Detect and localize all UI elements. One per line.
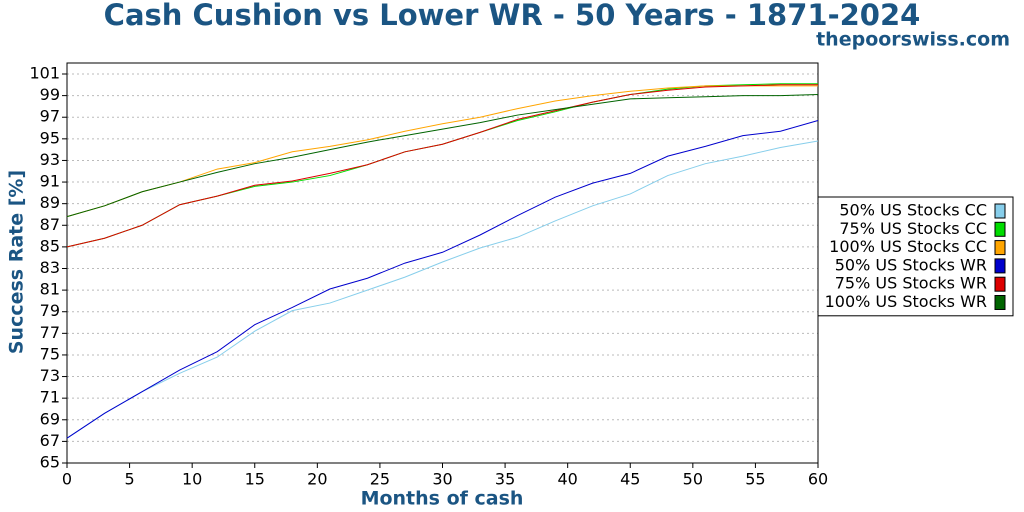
series-line: [66, 140, 819, 439]
legend-label: 75% US Stocks WR: [835, 274, 987, 293]
y-tick-label: 79: [40, 301, 60, 320]
legend-box: [817, 196, 1014, 317]
chart-title: Cash Cushion vs Lower WR - 50 Years - 18…: [104, 0, 921, 32]
chart-subtitle: thepoorswiss.com: [816, 29, 1010, 51]
series-line: [66, 94, 819, 218]
y-tick-label: 87: [40, 215, 60, 234]
legend-label: 75% US Stocks CC: [839, 219, 987, 238]
legend-swatch: [994, 221, 1006, 237]
y-tick-label: 69: [40, 409, 60, 428]
x-tick-label: 30: [432, 470, 452, 489]
legend-label: 100% US Stocks CC: [829, 237, 987, 256]
legend-swatch: [994, 240, 1006, 256]
x-tick-label: 50: [683, 470, 703, 489]
series-line: [66, 84, 818, 248]
series-line: [66, 85, 818, 218]
x-tick-label: 35: [495, 470, 515, 489]
x-tick-label: 15: [245, 470, 265, 489]
legend-label: 100% US Stocks WR: [825, 292, 987, 311]
y-tick-label: 83: [40, 258, 60, 277]
legend-swatch: [994, 203, 1006, 219]
y-tick-label: 93: [40, 150, 60, 169]
y-tick-label: 89: [40, 193, 60, 212]
legend-label: 50% US Stocks CC: [839, 201, 987, 220]
y-axis-label: Success Rate [%]: [6, 170, 28, 354]
y-tick-label: 85: [40, 236, 60, 255]
y-tick-label: 71: [40, 388, 60, 407]
x-tick-label: 0: [62, 470, 72, 489]
x-tick-label: 40: [557, 470, 577, 489]
series-line: [66, 83, 818, 248]
y-tick-label: 99: [40, 85, 60, 104]
y-tick-label: 97: [40, 107, 60, 126]
x-tick-label: 20: [307, 470, 327, 489]
y-tick-label: 67: [40, 431, 60, 450]
y-tick-label: 77: [40, 323, 60, 342]
x-tick-label: 25: [370, 470, 390, 489]
x-tick-label: 5: [124, 470, 134, 489]
y-tick-label: 81: [40, 280, 60, 299]
plot-frame: [66, 62, 819, 464]
y-tick-label: 101: [29, 64, 60, 83]
y-tick-label: 95: [40, 128, 60, 147]
y-tick-label: 73: [40, 366, 60, 385]
legend-swatch: [994, 258, 1006, 274]
x-axis-label: Months of cash: [361, 488, 524, 510]
y-tick-label: 91: [40, 172, 60, 191]
y-tick-label: 75: [40, 344, 60, 363]
x-tick-label: 45: [620, 470, 640, 489]
series-line: [66, 119, 819, 439]
x-tick-label: 60: [808, 470, 828, 489]
y-tick-label: 65: [40, 453, 60, 472]
x-tick-label: 55: [745, 470, 765, 489]
legend-swatch: [994, 295, 1006, 310]
legend-label: 50% US Stocks WR: [835, 255, 987, 274]
legend-swatch: [994, 276, 1006, 292]
x-tick-label: 10: [182, 470, 202, 489]
